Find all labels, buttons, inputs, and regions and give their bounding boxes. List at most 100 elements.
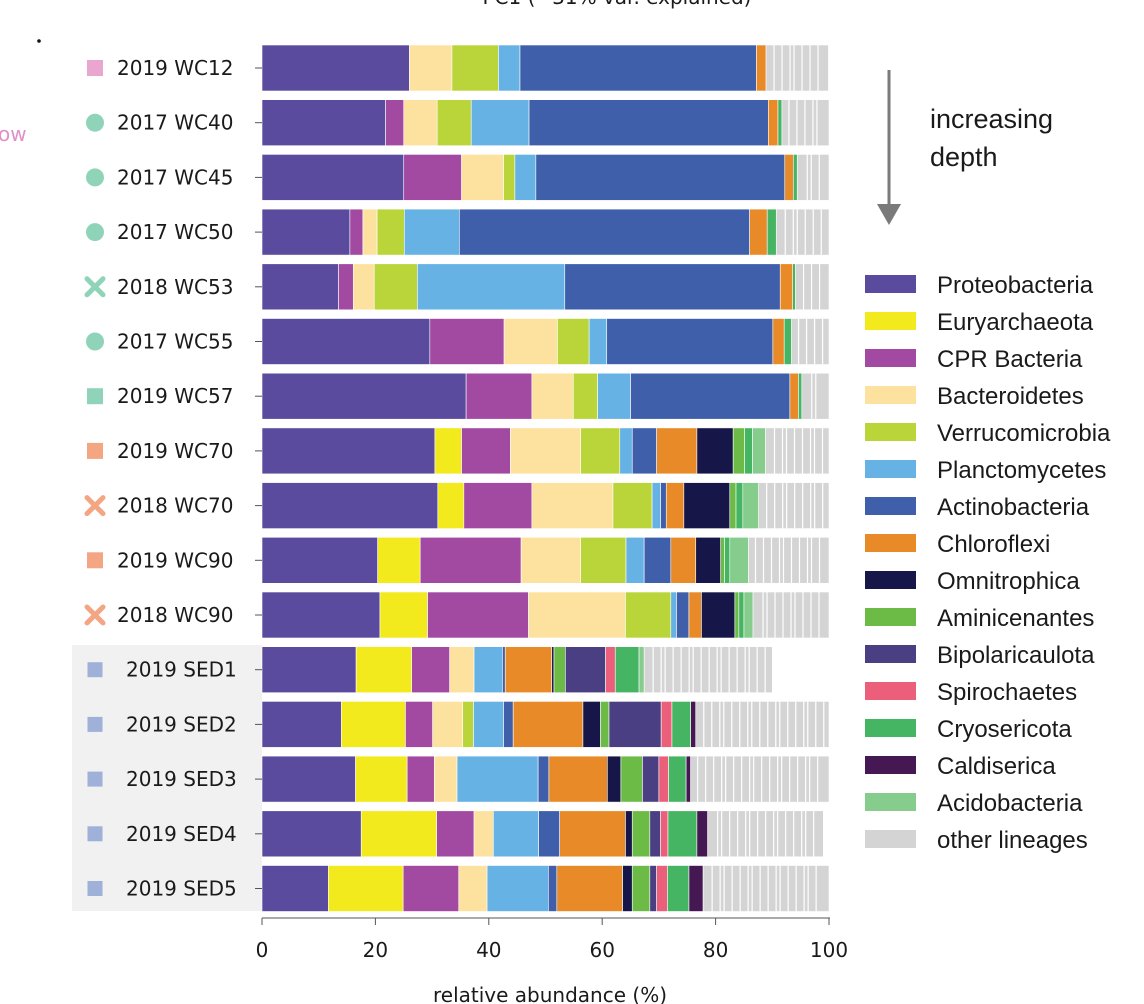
sample-marker-square — [87, 662, 103, 678]
bar-segment-actinobacteria — [535, 154, 786, 201]
bar-segment-caldiserica — [696, 810, 708, 858]
legend-swatch — [865, 793, 916, 811]
legend-swatch — [865, 830, 916, 848]
bar-segment-chloroflexi — [789, 372, 799, 420]
y-tick-label: 2017 WC45 — [117, 165, 233, 189]
bar-segment-omnitrophica — [607, 755, 622, 803]
bar-segment-verrucomicrobia — [503, 154, 516, 201]
bar-segment-aminicenantes — [720, 536, 725, 584]
bar-segment-proteobacteria — [261, 318, 431, 365]
bar-segment-chloroflexi — [688, 591, 702, 639]
bar-segment-proteobacteria — [261, 591, 381, 639]
sample-marker-square — [87, 826, 103, 842]
bar-segment-verrucomicrobia — [612, 482, 653, 529]
sediment-group-background — [72, 645, 262, 911]
bar-segment-cryosericota — [798, 372, 803, 420]
bar-segment-chloroflexi — [756, 44, 767, 92]
bar-segment-verrucomicrobia — [462, 701, 474, 748]
bar-segment-verrucomicrobia — [580, 427, 621, 475]
bar-segment-euryarchaeota — [341, 701, 406, 748]
bar-segment-euryarchaeota — [328, 865, 404, 912]
bar-segment-proteobacteria — [261, 810, 362, 858]
bar-segment-chloroflexi — [548, 755, 608, 803]
sample-marker-circle — [86, 168, 104, 187]
bar-segment-euryarchaeota — [434, 427, 462, 475]
bar-segment-other-lineages — [748, 536, 830, 584]
bar-segment-proteobacteria — [261, 372, 467, 420]
bar-segment-euryarchaeota — [355, 646, 412, 694]
arrow-label-line2: depth — [930, 142, 998, 172]
legend-label: Omnitrophica — [937, 568, 1080, 595]
bar-segment-caldiserica — [690, 701, 697, 748]
sample-marker-cross — [84, 495, 106, 517]
bar-segment-proteobacteria — [261, 44, 410, 92]
bar-segment-cpr-bacteria — [429, 318, 505, 365]
bar-segment-acidobacteria — [743, 591, 754, 639]
y-tick-label: 2018 WC90 — [117, 603, 233, 627]
bar-segment-caldiserica — [685, 755, 691, 803]
sample-marker-square — [87, 388, 103, 405]
bar-segment-cpr-bacteria — [338, 263, 354, 311]
bar-segment-chloroflexi — [784, 154, 794, 201]
bar-segment-aminicenantes — [631, 865, 651, 912]
bar-segment-spirochaetes — [660, 810, 669, 858]
bar-segment-cryosericota — [668, 755, 687, 803]
y-tick-label: 2019 SED2 — [126, 712, 237, 736]
bar-segment-other-lineages — [702, 865, 830, 912]
bar-segment-cpr-bacteria — [405, 701, 433, 748]
legend-label: Acidobacteria — [937, 790, 1083, 817]
increasing-depth-arrow — [877, 70, 901, 225]
bar-segment-planctomycetes — [470, 99, 530, 146]
y-axis-ticks — [255, 67, 262, 889]
bar-segment-bacteroidetes — [503, 318, 558, 365]
y-axis-labels: 2019 WC12 2017 WC40 2017 WC45 2017 WC50 2018… — [117, 56, 237, 901]
bar-segment-bacteroidetes — [458, 865, 488, 912]
sample-marker-square — [87, 771, 103, 787]
bar-segment-proteobacteria — [261, 427, 436, 475]
bar-segment-proteobacteria — [261, 99, 386, 146]
bar-segment-planctomycetes — [417, 263, 566, 311]
y-tick-label: 2019 SED4 — [126, 822, 237, 846]
bar-segment-bipolaricaulota — [565, 646, 606, 694]
bars-layer — [261, 44, 830, 912]
bar-segment-spirochaetes — [660, 701, 673, 748]
bar-segment-actinobacteria — [660, 482, 667, 529]
sample-marker-square — [87, 442, 103, 459]
bar-segment-planctomycetes — [473, 701, 504, 748]
legend-swatch — [865, 534, 916, 552]
arrow-head-icon — [877, 204, 901, 225]
bar-segment-cryosericota — [783, 318, 792, 365]
bar-segment-cpr-bacteria — [402, 865, 460, 912]
legend: Proteobacteria Euryarchaeota CPR Bacteria B… — [865, 272, 1111, 854]
y-tick-label: 2017 WC40 — [117, 111, 233, 135]
bar-segment-spirochaetes — [605, 646, 616, 694]
sample-marker-square — [87, 716, 103, 732]
bar-segment-bipolaricaulota — [608, 701, 662, 748]
legend-label: Proteobacteria — [937, 272, 1094, 299]
bar-segment-bipolaricaulota — [649, 810, 661, 858]
bar-segment-chloroflexi — [772, 318, 785, 365]
bar-segment-cryosericota — [738, 591, 745, 639]
bar-segment-planctomycetes — [404, 208, 460, 256]
sample-marker-circle — [86, 223, 104, 242]
legend-label: Cryosericota — [937, 716, 1072, 743]
bar-segment-proteobacteria — [261, 482, 439, 529]
bar-segment-other-lineages — [791, 318, 830, 365]
sample-marker-square — [87, 552, 103, 569]
bar-segment-acidobacteria — [752, 427, 766, 475]
bar-segment-chloroflexi — [559, 810, 626, 858]
bar-segment-aminicenantes — [600, 701, 610, 748]
bar-segment-bacteroidetes — [520, 536, 581, 584]
bar-segment-aminicenantes — [729, 482, 737, 529]
bar-segment-other-lineages — [765, 44, 829, 92]
bar-segment-omnitrophica — [622, 865, 633, 912]
legend-swatch — [865, 756, 916, 774]
legend-swatch — [865, 460, 916, 478]
arrow-label-line1: increasing — [930, 104, 1053, 134]
bar-segment-proteobacteria — [261, 263, 339, 311]
bar-segment-bacteroidetes — [362, 208, 378, 256]
legend-label: Planctomycetes — [937, 457, 1106, 484]
cross-stroke — [84, 276, 106, 298]
bar-segment-omnitrophica — [695, 536, 722, 584]
